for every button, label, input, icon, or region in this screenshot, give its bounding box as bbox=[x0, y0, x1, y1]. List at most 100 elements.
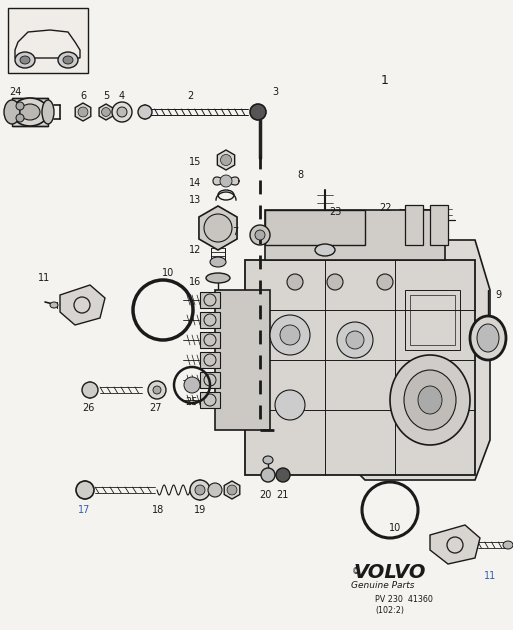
Polygon shape bbox=[75, 103, 91, 121]
Ellipse shape bbox=[102, 108, 110, 117]
Polygon shape bbox=[218, 150, 234, 170]
Polygon shape bbox=[224, 481, 240, 499]
Ellipse shape bbox=[327, 274, 343, 290]
Text: 20: 20 bbox=[259, 490, 271, 500]
Ellipse shape bbox=[50, 302, 58, 308]
Ellipse shape bbox=[470, 316, 506, 360]
Text: 14: 14 bbox=[189, 178, 201, 188]
Polygon shape bbox=[345, 240, 490, 480]
Ellipse shape bbox=[20, 104, 40, 120]
Ellipse shape bbox=[16, 114, 24, 122]
Ellipse shape bbox=[227, 485, 237, 495]
Ellipse shape bbox=[263, 456, 273, 464]
Ellipse shape bbox=[315, 244, 335, 256]
Text: 18: 18 bbox=[152, 505, 164, 515]
Ellipse shape bbox=[206, 273, 230, 283]
Ellipse shape bbox=[42, 100, 54, 124]
Ellipse shape bbox=[112, 102, 132, 122]
Ellipse shape bbox=[390, 355, 470, 445]
Bar bbox=[405, 205, 423, 245]
Ellipse shape bbox=[477, 324, 499, 352]
Ellipse shape bbox=[276, 468, 290, 482]
Ellipse shape bbox=[184, 377, 200, 393]
Text: 3: 3 bbox=[272, 87, 278, 97]
Ellipse shape bbox=[418, 386, 442, 414]
Ellipse shape bbox=[117, 107, 127, 117]
Text: 22: 22 bbox=[379, 203, 391, 213]
Text: 27: 27 bbox=[149, 403, 161, 413]
Polygon shape bbox=[213, 177, 239, 185]
Ellipse shape bbox=[208, 483, 222, 497]
Ellipse shape bbox=[503, 541, 513, 549]
Polygon shape bbox=[430, 525, 480, 564]
Ellipse shape bbox=[58, 52, 78, 68]
Text: PV 230  41360: PV 230 41360 bbox=[375, 595, 433, 604]
Ellipse shape bbox=[377, 274, 393, 290]
Ellipse shape bbox=[138, 105, 152, 119]
Bar bbox=[12, 98, 48, 126]
Text: 5: 5 bbox=[103, 91, 109, 101]
Ellipse shape bbox=[20, 56, 30, 64]
Ellipse shape bbox=[153, 386, 161, 394]
Ellipse shape bbox=[221, 154, 231, 166]
Ellipse shape bbox=[78, 107, 88, 117]
Bar bbox=[8, 8, 88, 73]
Bar bbox=[200, 292, 220, 308]
Text: 10: 10 bbox=[389, 523, 401, 533]
Text: 25: 25 bbox=[186, 397, 198, 407]
Ellipse shape bbox=[12, 98, 48, 126]
Text: 12: 12 bbox=[189, 245, 201, 255]
Text: VOLVO: VOLVO bbox=[354, 563, 426, 581]
Polygon shape bbox=[60, 285, 105, 325]
Text: 26: 26 bbox=[82, 403, 94, 413]
Bar bbox=[405, 290, 460, 350]
Ellipse shape bbox=[220, 175, 232, 187]
Ellipse shape bbox=[148, 381, 166, 399]
Text: 9: 9 bbox=[495, 290, 501, 300]
Ellipse shape bbox=[4, 100, 20, 124]
Text: 4: 4 bbox=[119, 91, 125, 101]
Text: 1: 1 bbox=[381, 74, 389, 86]
Bar bbox=[265, 210, 365, 245]
Ellipse shape bbox=[270, 315, 310, 355]
Text: Genuine Parts: Genuine Parts bbox=[351, 581, 415, 590]
Ellipse shape bbox=[280, 325, 300, 345]
Ellipse shape bbox=[82, 382, 98, 398]
Ellipse shape bbox=[204, 214, 232, 242]
Text: 19: 19 bbox=[194, 505, 206, 515]
Ellipse shape bbox=[346, 331, 364, 349]
Text: 7: 7 bbox=[232, 227, 238, 237]
Text: 21: 21 bbox=[276, 490, 288, 500]
Ellipse shape bbox=[287, 274, 303, 290]
Text: 6: 6 bbox=[80, 91, 86, 101]
Text: 11: 11 bbox=[38, 273, 50, 283]
Text: (102:2): (102:2) bbox=[375, 605, 404, 614]
Bar bbox=[265, 210, 445, 260]
Bar bbox=[215, 290, 270, 430]
Ellipse shape bbox=[15, 52, 35, 68]
Ellipse shape bbox=[261, 468, 275, 482]
Bar bbox=[200, 332, 220, 348]
Bar bbox=[200, 352, 220, 368]
Bar bbox=[410, 295, 455, 345]
Ellipse shape bbox=[190, 480, 210, 500]
Text: 16: 16 bbox=[189, 277, 201, 287]
Text: 10: 10 bbox=[162, 268, 174, 278]
Ellipse shape bbox=[337, 322, 373, 358]
Bar bbox=[200, 392, 220, 408]
Ellipse shape bbox=[250, 104, 266, 120]
Polygon shape bbox=[199, 206, 237, 250]
Text: ©: © bbox=[352, 568, 360, 576]
Bar bbox=[245, 260, 475, 475]
Bar bbox=[200, 312, 220, 328]
Text: 17: 17 bbox=[78, 505, 90, 515]
Bar bbox=[200, 372, 220, 388]
Text: 24: 24 bbox=[9, 87, 21, 97]
Ellipse shape bbox=[63, 56, 73, 64]
Ellipse shape bbox=[210, 257, 226, 267]
Text: 2: 2 bbox=[187, 91, 193, 101]
Ellipse shape bbox=[16, 102, 24, 110]
Text: 15: 15 bbox=[189, 157, 201, 167]
Ellipse shape bbox=[255, 230, 265, 240]
Ellipse shape bbox=[195, 485, 205, 495]
